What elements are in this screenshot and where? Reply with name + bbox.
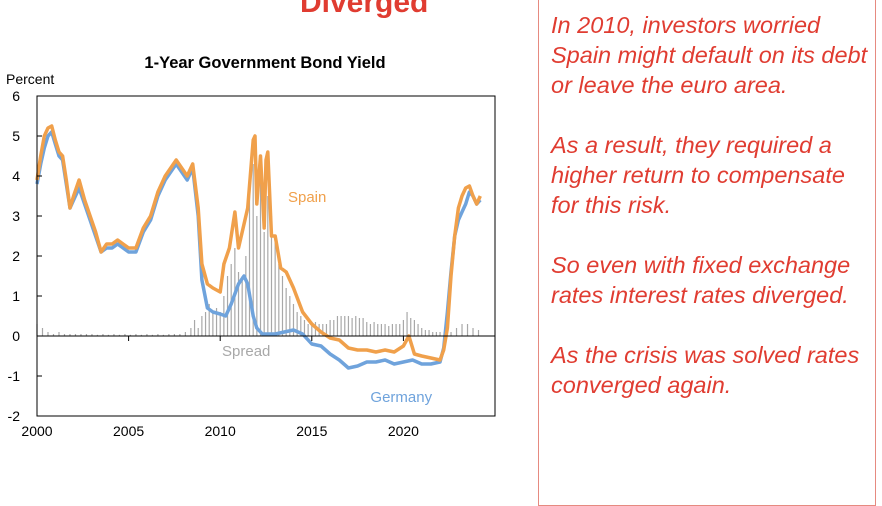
slide-title-fragment: Diverged — [300, 0, 429, 19]
note-rates-diverged: So even with fixed exchange rates intere… — [551, 252, 851, 308]
x-tick-label: 2005 — [113, 423, 144, 439]
note-default-worry: In 2010, investors worried Spain might d… — [551, 12, 868, 98]
spain-label: Spain — [288, 189, 326, 206]
y-tick-label: 4 — [12, 168, 20, 184]
x-axis-ticks: 2000 2005 2010 2015 2020 — [21, 336, 419, 439]
y-axis-label: Percent — [6, 71, 54, 87]
germany-label: Germany — [370, 389, 432, 406]
y-axis-ticks: -2 -1 0 1 2 3 4 5 6 — [8, 88, 42, 424]
chart-title: 1-Year Government Bond Yield — [144, 54, 385, 72]
bond-yield-chart: 1-Year Government Bond Yield Percent -2-… — [6, 54, 496, 439]
note-rates-converged: As the crisis was solved rates converged… — [551, 342, 860, 398]
y-tick-label: 1 — [12, 288, 20, 304]
spread-label: Spread — [222, 343, 270, 360]
x-tick-label: 2020 — [388, 423, 419, 439]
note-higher-return: As a result, they required a higher retu… — [551, 132, 845, 218]
y-tick-label: 0 — [12, 328, 20, 344]
spain-line — [35, 124, 482, 362]
y-tick-label: -2 — [8, 408, 21, 424]
x-tick-label: 2010 — [205, 423, 236, 439]
y-tick-label: 3 — [12, 208, 20, 224]
x-tick-label: 2000 — [21, 423, 52, 439]
x-tick-label: 2015 — [296, 423, 327, 439]
y-tick-label: -1 — [8, 368, 21, 384]
series-annotations: Spain Spread Germany — [222, 189, 433, 406]
y-tick-label: 6 — [12, 88, 20, 104]
commentary-box: In 2010, investors worried Spain might d… — [538, 0, 876, 506]
y-tick-label: 5 — [12, 128, 20, 144]
plot-frame — [36, 95, 496, 417]
series-lines — [35, 124, 482, 370]
y-tick-label: 2 — [12, 248, 20, 264]
